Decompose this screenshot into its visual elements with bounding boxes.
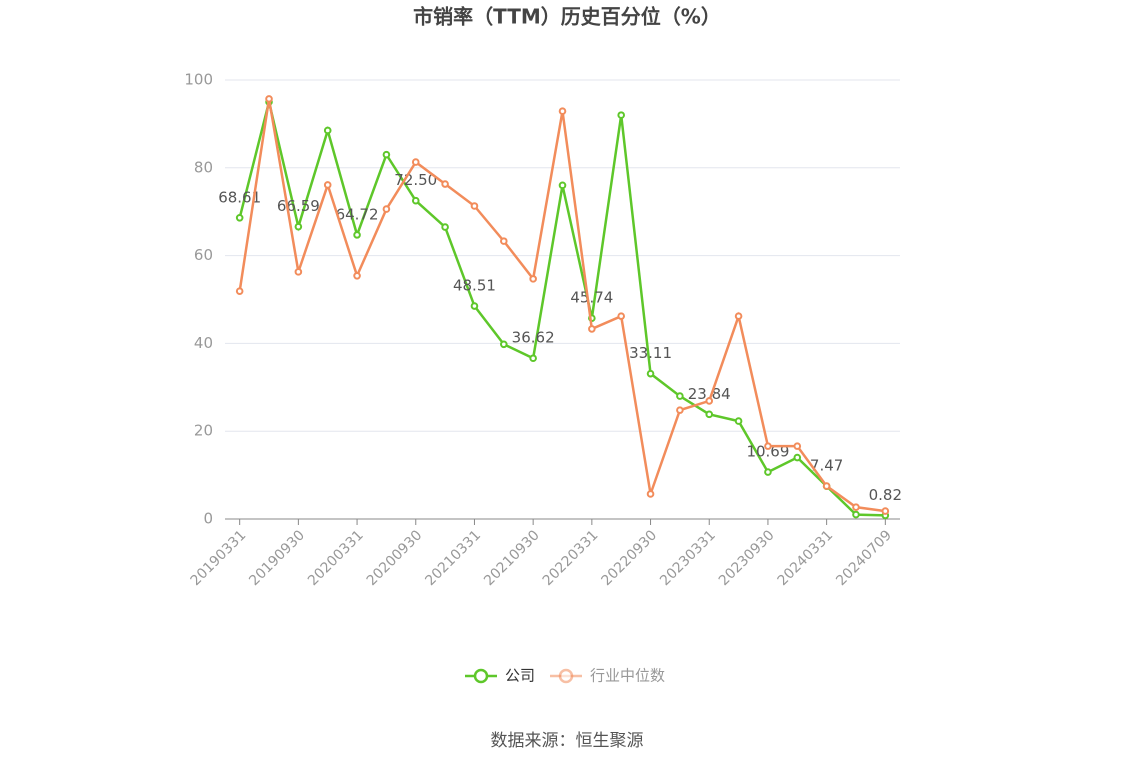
point (881, 507, 890, 515)
point (529, 354, 537, 363)
chart-title: 市销率（TTM）历史百分位（%） (413, 5, 721, 29)
legend-marker (558, 668, 574, 684)
point (265, 95, 273, 103)
point (646, 369, 655, 378)
point (852, 510, 860, 519)
y-tick-label: 60 (194, 246, 213, 264)
point (705, 410, 714, 419)
point (734, 417, 743, 425)
data-label: 7.47 (810, 457, 843, 475)
data-label: 68.61 (218, 188, 261, 206)
y-tick-label: 0 (203, 510, 213, 528)
point (500, 340, 508, 349)
legend-label: 行业中位数 (590, 667, 665, 685)
point (646, 490, 655, 498)
point (470, 302, 479, 310)
point (705, 397, 714, 405)
point (323, 126, 332, 135)
x-tick-label: 20200331 (305, 527, 367, 589)
point (676, 392, 684, 400)
x-tick-label: 20240331 (775, 527, 837, 589)
point (441, 180, 449, 188)
point (529, 275, 537, 283)
x-tick-label: 20220930 (598, 527, 660, 589)
x-tick-label: 20210331 (422, 527, 484, 589)
data-label: 45.74 (570, 289, 613, 307)
point (500, 237, 508, 245)
point (558, 107, 567, 115)
x-tick-label: 20240709 (833, 527, 895, 589)
point (793, 453, 802, 462)
data-label: 64.72 (336, 205, 379, 223)
point (353, 271, 361, 280)
x-tick-label: 20190331 (188, 527, 250, 589)
data-label: 36.62 (512, 329, 555, 347)
point (764, 468, 772, 476)
legend-label: 公司 (505, 667, 535, 685)
x-tick-label: 20220331 (540, 527, 602, 589)
data-label: 33.11 (629, 344, 672, 362)
data-label: 23.84 (688, 385, 731, 403)
x-tick-label: 20200930 (364, 527, 426, 589)
point (617, 312, 625, 320)
point (793, 442, 802, 450)
x-tick-label: 20230930 (716, 527, 778, 589)
point (558, 181, 567, 190)
source: 数据来源：恒生聚源 (491, 731, 644, 751)
data-label: 48.51 (453, 277, 496, 295)
point (294, 268, 303, 276)
x-tick-label: 20230331 (657, 527, 719, 589)
data-label: 0.82 (869, 486, 902, 504)
point (852, 503, 860, 511)
point (588, 325, 596, 333)
data-label: 72.50 (394, 171, 437, 189)
point (235, 214, 244, 222)
point (617, 111, 625, 119)
legend-marker (473, 668, 489, 684)
y-tick-label: 100 (184, 71, 213, 89)
y-tick-label: 20 (194, 422, 213, 440)
point (676, 406, 684, 414)
point (822, 482, 831, 490)
point (235, 287, 244, 295)
point (734, 312, 743, 320)
point (470, 202, 479, 210)
point (382, 150, 391, 159)
point (441, 223, 449, 231)
y-tick-label: 80 (194, 158, 213, 176)
point (764, 442, 772, 450)
point (323, 181, 332, 189)
point (411, 196, 420, 205)
point (411, 158, 420, 166)
x-tick-label: 20210930 (481, 527, 543, 589)
point (382, 205, 391, 213)
point (353, 231, 361, 239)
x-tick-label: 20190930 (246, 527, 308, 589)
data-label: 66.59 (277, 197, 320, 215)
y-tick-label: 40 (194, 334, 213, 352)
point (294, 222, 303, 231)
